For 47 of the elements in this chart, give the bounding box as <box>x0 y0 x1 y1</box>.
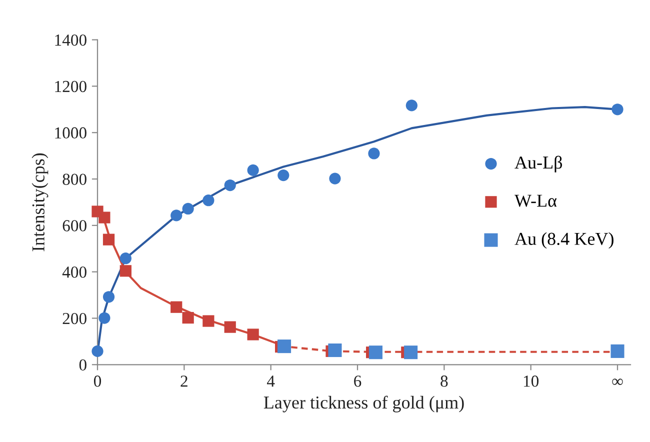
legend-label: Au (8.4 KeV) <box>514 232 614 249</box>
point <box>247 328 259 340</box>
point <box>102 234 115 246</box>
x-axis-title: Layer tickness of gold (μm) <box>264 396 464 412</box>
x-tick-label: 6 <box>354 376 362 387</box>
point <box>278 340 292 354</box>
x-tick-label: 0 <box>94 376 102 387</box>
y-tick-label: 400 <box>62 266 86 278</box>
point <box>224 179 236 192</box>
y-tick-label: 0 <box>79 359 86 371</box>
y-tick-label: 600 <box>62 220 86 232</box>
point <box>224 321 236 333</box>
y-tick-label: 200 <box>62 312 86 324</box>
point <box>202 194 214 206</box>
point <box>368 148 380 160</box>
x-tick-label: 4 <box>266 376 275 387</box>
x-tick-label: 2 <box>180 376 188 387</box>
point <box>329 172 341 184</box>
point <box>170 210 182 222</box>
point <box>120 265 132 277</box>
x-tick-label: 10 <box>524 376 539 387</box>
point <box>247 164 259 176</box>
point <box>202 315 214 327</box>
point <box>404 346 418 360</box>
point <box>278 169 290 182</box>
point <box>182 202 194 215</box>
point <box>182 312 194 324</box>
point <box>98 312 110 324</box>
y-tick-label: 1200 <box>55 80 86 92</box>
point <box>328 343 342 358</box>
point <box>92 345 104 357</box>
y-axis-title: Intensity(cps) <box>32 153 48 252</box>
point <box>612 104 624 116</box>
y-tick-label: 800 <box>62 174 86 185</box>
point <box>406 100 418 112</box>
point <box>98 212 110 224</box>
legend-label: Au-Lβ <box>514 156 562 172</box>
point <box>610 344 624 358</box>
point <box>120 252 132 264</box>
y-tick-label: 1400 <box>55 34 86 46</box>
y-tick-label: 1000 <box>55 127 86 139</box>
x-tick-label: ∞ <box>612 378 623 385</box>
x-tick-label: 8 <box>440 376 448 387</box>
point <box>102 291 115 303</box>
point <box>368 346 382 360</box>
legend-label: W-Lα <box>514 194 557 207</box>
point <box>170 301 182 313</box>
